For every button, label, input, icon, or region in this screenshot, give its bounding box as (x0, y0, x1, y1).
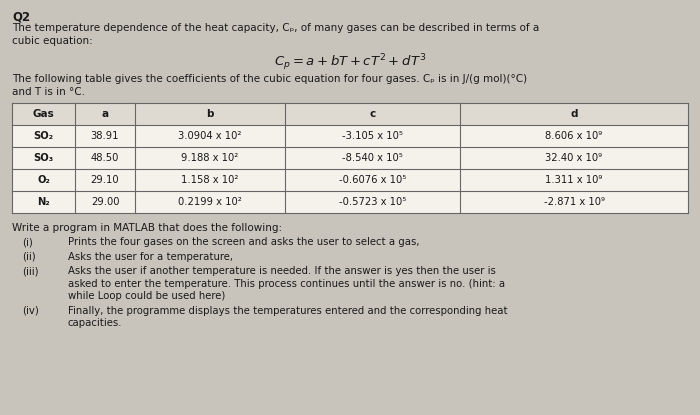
Text: 9.188 x 10²: 9.188 x 10² (181, 153, 239, 163)
Text: -2.871 x 10⁹: -2.871 x 10⁹ (543, 197, 605, 207)
Bar (12, 147, 688, 169)
Text: Write a program in MATLAB that does the following:: Write a program in MATLAB that does the … (12, 223, 282, 233)
Text: Finally, the programme displays the temperatures entered and the corresponding h: Finally, the programme displays the temp… (68, 305, 508, 315)
Text: 3.0904 x 10²: 3.0904 x 10² (178, 131, 241, 141)
Text: 29.10: 29.10 (91, 175, 119, 185)
Text: 8.606 x 10⁹: 8.606 x 10⁹ (545, 131, 603, 141)
Text: d: d (570, 109, 578, 119)
Text: SO₃: SO₃ (34, 153, 54, 163)
Bar (12, 169, 688, 191)
Text: O₂: O₂ (37, 175, 50, 185)
Text: -3.105 x 10⁵: -3.105 x 10⁵ (342, 131, 403, 141)
Bar (12, 125, 688, 147)
Text: (i): (i) (22, 237, 33, 247)
Text: 48.50: 48.50 (91, 153, 119, 163)
Text: 32.40 x 10⁹: 32.40 x 10⁹ (545, 153, 603, 163)
Text: 38.91: 38.91 (91, 131, 119, 141)
Text: c: c (370, 109, 376, 119)
Text: cubic equation:: cubic equation: (12, 36, 92, 46)
Text: capacities.: capacities. (68, 318, 122, 328)
Text: -0.5723 x 10⁵: -0.5723 x 10⁵ (339, 197, 406, 207)
Text: The following table gives the coefficients of the cubic equation for four gases.: The following table gives the coefficien… (12, 74, 527, 84)
Text: Gas: Gas (33, 109, 55, 119)
Text: -0.6076 x 10⁵: -0.6076 x 10⁵ (339, 175, 406, 185)
Text: 1.158 x 10²: 1.158 x 10² (181, 175, 239, 185)
Text: $C_p = a + bT + cT^2 + dT^3$: $C_p = a + bT + cT^2 + dT^3$ (274, 52, 426, 73)
Text: 29.00: 29.00 (91, 197, 119, 207)
Bar (12, 191, 688, 213)
Text: asked to enter the temperature. This process continues until the answer is no. (: asked to enter the temperature. This pro… (68, 278, 505, 288)
Text: 1.311 x 10⁹: 1.311 x 10⁹ (545, 175, 603, 185)
Text: (ii): (ii) (22, 251, 36, 261)
Text: SO₂: SO₂ (34, 131, 54, 141)
Text: N₂: N₂ (37, 197, 50, 207)
Text: Prints the four gases on the screen and asks the user to select a gas,: Prints the four gases on the screen and … (68, 237, 419, 247)
Text: Asks the user if another temperature is needed. If the answer is yes then the us: Asks the user if another temperature is … (68, 266, 496, 276)
Text: The temperature dependence of the heat capacity, Cₚ, of many gases can be descri: The temperature dependence of the heat c… (12, 23, 539, 33)
Text: (iii): (iii) (22, 266, 38, 276)
Text: -8.540 x 10⁵: -8.540 x 10⁵ (342, 153, 403, 163)
Text: a: a (102, 109, 108, 119)
Text: while Loop could be used here): while Loop could be used here) (68, 291, 225, 301)
Text: 0.2199 x 10²: 0.2199 x 10² (178, 197, 242, 207)
Text: and T is in °C.: and T is in °C. (12, 87, 85, 97)
Text: (iv): (iv) (22, 305, 39, 315)
Text: Asks the user for a temperature,: Asks the user for a temperature, (68, 251, 233, 261)
Text: Q2: Q2 (12, 10, 30, 23)
Bar (12, 103, 688, 125)
Text: b: b (206, 109, 214, 119)
